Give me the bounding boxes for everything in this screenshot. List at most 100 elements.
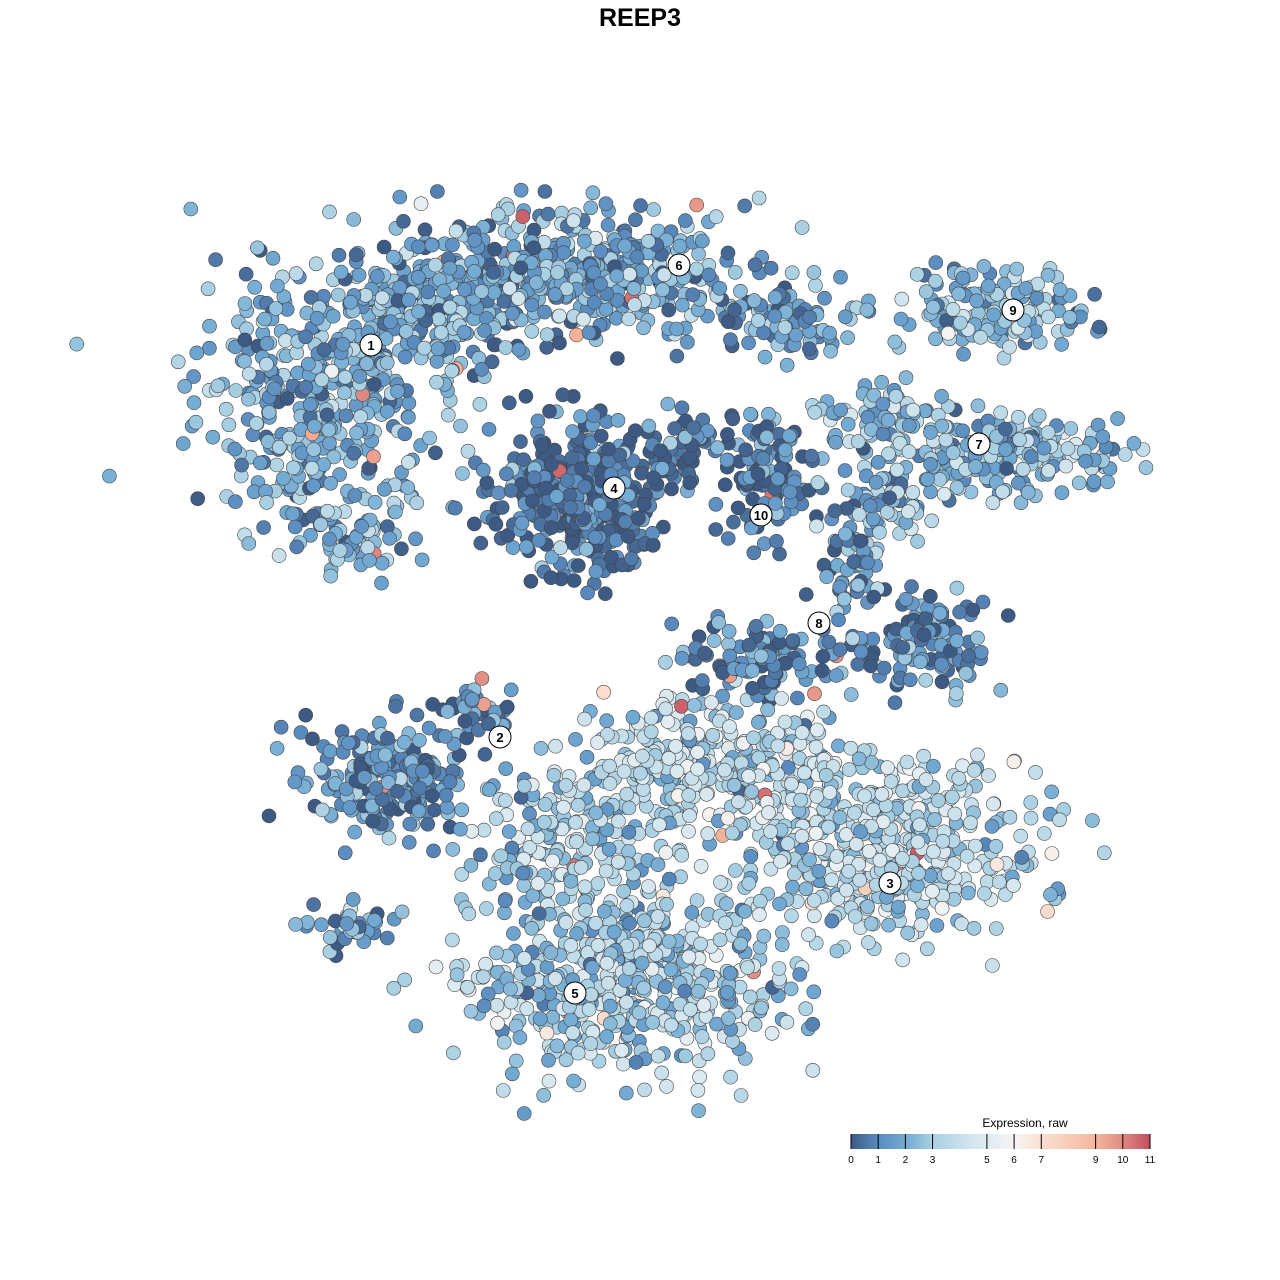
cell-point xyxy=(304,460,320,476)
cell-point xyxy=(383,314,398,330)
cell-point xyxy=(520,821,536,837)
cell-point xyxy=(301,356,316,372)
cell-point xyxy=(285,460,301,476)
cell-point xyxy=(828,668,844,683)
cell-point xyxy=(827,503,843,519)
cell-point xyxy=(489,997,505,1013)
cell-point xyxy=(621,800,637,816)
cell-point xyxy=(664,616,680,632)
cell-point xyxy=(792,967,808,982)
cell-point xyxy=(910,878,925,894)
cell-point xyxy=(740,960,755,975)
cell-point xyxy=(1040,425,1056,440)
cell-point xyxy=(859,302,875,318)
cell-point xyxy=(865,511,881,527)
cell-point xyxy=(475,462,491,478)
cell-point xyxy=(409,707,425,723)
cell-point xyxy=(821,819,836,835)
cell-point xyxy=(259,356,274,372)
cell-point xyxy=(966,920,982,936)
cell-point xyxy=(505,306,520,321)
cell-point xyxy=(610,351,625,366)
cell-point xyxy=(420,816,436,832)
cell-point xyxy=(585,185,601,201)
cell-point xyxy=(433,325,449,340)
cell-point xyxy=(934,900,950,916)
cell-point xyxy=(904,579,919,594)
cell-point xyxy=(606,924,622,940)
cell-point xyxy=(259,495,275,510)
cell-point xyxy=(1029,290,1045,306)
cell-point xyxy=(538,480,554,496)
cell-point xyxy=(928,331,943,347)
cell-point xyxy=(863,916,879,931)
cell-point xyxy=(420,284,436,300)
cell-point xyxy=(741,335,756,351)
cell-point xyxy=(346,212,362,227)
cell-point xyxy=(416,340,432,356)
cell-point xyxy=(756,928,772,944)
cell-point xyxy=(409,495,425,511)
cell-point xyxy=(685,287,701,303)
cell-point xyxy=(920,471,935,487)
cell-point xyxy=(819,569,835,585)
cell-point xyxy=(949,633,965,649)
cell-point xyxy=(686,698,702,713)
cell-point xyxy=(918,772,934,787)
cell-point xyxy=(348,247,364,262)
cell-point xyxy=(697,645,713,661)
cluster-label-text: 4 xyxy=(610,481,618,496)
cell-point xyxy=(1006,754,1022,770)
cell-point xyxy=(298,329,313,345)
cell-point xyxy=(408,1018,424,1034)
cell-point xyxy=(785,633,801,648)
cell-point xyxy=(337,385,352,401)
cell-point xyxy=(653,443,668,459)
cell-point xyxy=(442,299,458,315)
cell-point xyxy=(256,520,271,535)
cluster-label-text: 1 xyxy=(367,338,374,353)
cell-point xyxy=(397,349,413,365)
cell-point xyxy=(802,309,817,325)
cell-point xyxy=(836,591,852,607)
cell-point xyxy=(689,893,705,908)
colorbar-tick-label: 9 xyxy=(1093,1155,1099,1166)
cell-point xyxy=(807,404,823,420)
cell-point xyxy=(510,291,526,306)
cell-point xyxy=(463,1003,479,1019)
cluster-label-4: 4 xyxy=(602,476,626,500)
cell-point xyxy=(525,888,541,904)
cell-point xyxy=(988,838,1004,854)
cell-point xyxy=(1040,904,1055,919)
cell-point xyxy=(249,416,264,431)
cell-point xyxy=(845,631,861,646)
cell-point xyxy=(170,354,186,370)
cell-point xyxy=(816,704,831,720)
cell-point xyxy=(577,711,592,727)
cell-point xyxy=(784,265,800,281)
cell-point xyxy=(306,478,321,494)
cell-point xyxy=(780,836,796,851)
cell-point xyxy=(501,395,517,411)
cell-point xyxy=(536,814,552,830)
cell-point xyxy=(770,471,786,487)
cell-point xyxy=(817,290,832,306)
cell-point xyxy=(177,378,192,394)
cell-point xyxy=(537,304,552,320)
cell-point xyxy=(516,1106,532,1121)
cell-point xyxy=(650,1048,666,1064)
cell-point xyxy=(848,836,864,852)
cell-point xyxy=(454,802,470,818)
colorbar xyxy=(851,1134,1150,1149)
cell-point xyxy=(563,1012,579,1028)
cell-point xyxy=(473,535,489,551)
cell-point xyxy=(658,701,674,717)
cell-point xyxy=(682,475,698,491)
cell-point xyxy=(616,764,632,779)
cell-point xyxy=(552,335,567,351)
cell-point xyxy=(481,782,497,797)
cell-point xyxy=(366,376,382,392)
cell-point xyxy=(586,295,602,310)
cell-point xyxy=(777,442,793,458)
cell-point xyxy=(609,268,625,284)
